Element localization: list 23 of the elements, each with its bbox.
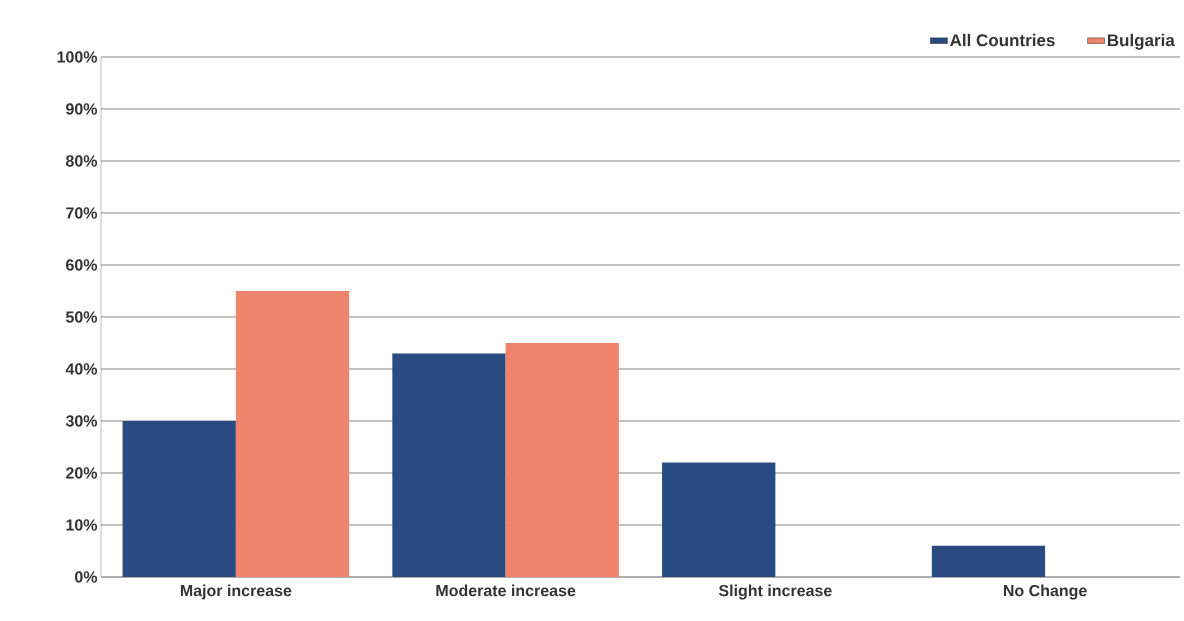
x-tick-label: No Change [1003, 584, 1087, 600]
legend-label: All Countries [950, 33, 1055, 47]
y-tick-label: 100% [57, 51, 98, 63]
y-tick-label: 60% [66, 259, 98, 271]
x-tick-label: Slight increase [718, 584, 832, 600]
bar [505, 343, 619, 577]
bar [122, 421, 236, 577]
y-tick-label: 30% [65, 415, 98, 427]
x-tick-label: Moderate increase [436, 584, 576, 597]
bar [235, 291, 350, 577]
y-tick-label: 80% [65, 155, 98, 167]
y-tick-label: 70% [66, 207, 98, 219]
y-tick-label: 20% [66, 467, 98, 479]
y-tick-label: 50% [65, 311, 98, 323]
bar [392, 353, 506, 577]
y-tick-label: 0% [75, 571, 98, 583]
x-tick-label: Major increase [180, 584, 292, 600]
bar [931, 545, 1046, 577]
y-tick-label: 40% [65, 363, 98, 375]
y-tick-label: 90% [66, 103, 98, 115]
y-tick-label: 10% [66, 519, 98, 531]
bar [662, 462, 776, 577]
legend-label: Bulgaria [1107, 33, 1175, 50]
